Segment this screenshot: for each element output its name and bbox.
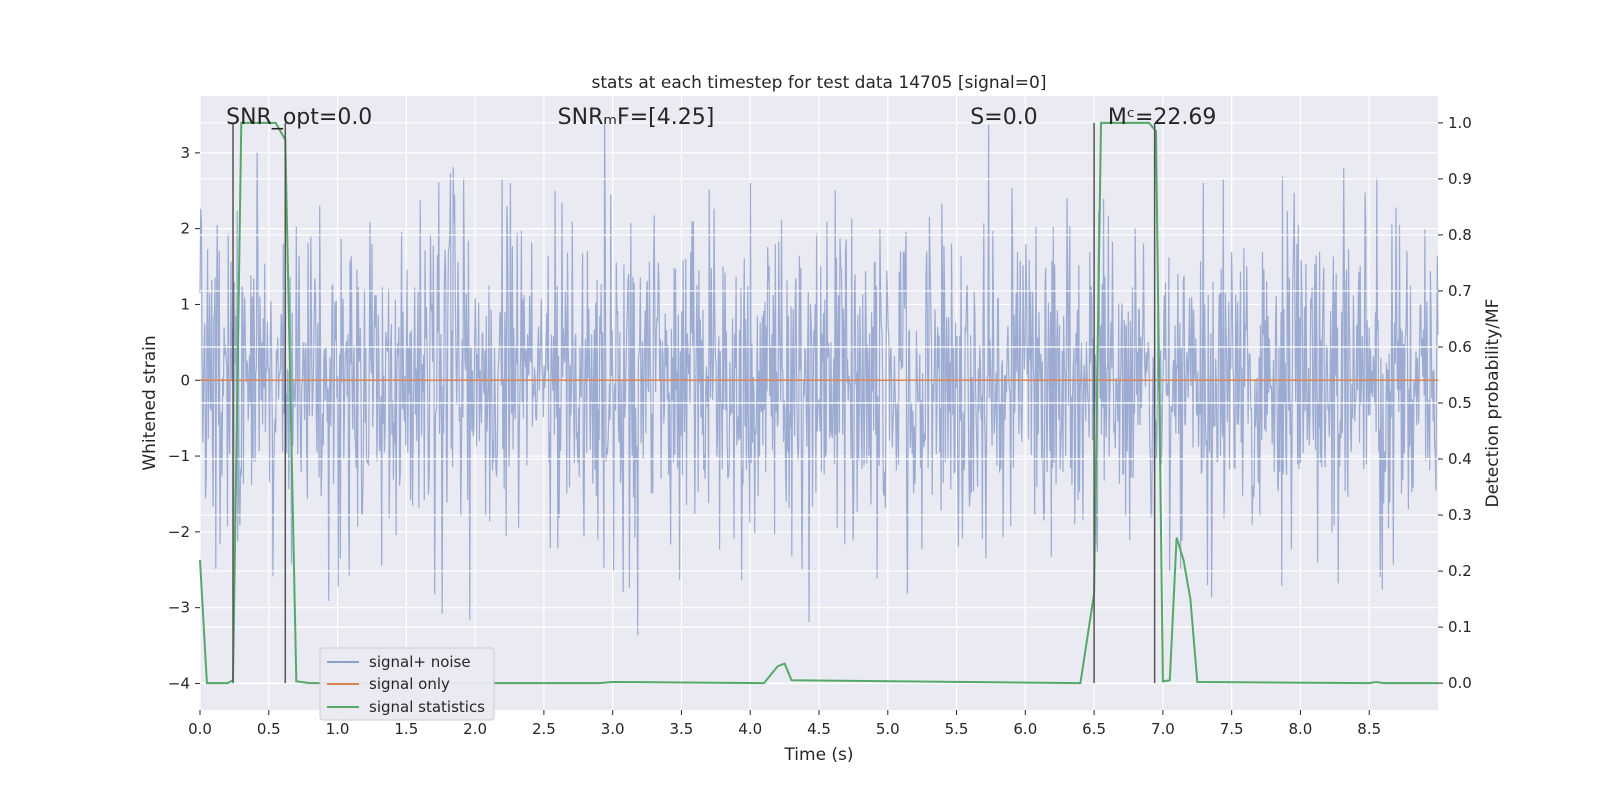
y2-tick-label: 0.7 bbox=[1448, 282, 1472, 300]
legend: signal+ noise signal only signal statist… bbox=[319, 647, 495, 721]
y2-tick-label: 0.4 bbox=[1448, 450, 1472, 468]
y2-tick-label: 0.9 bbox=[1448, 170, 1472, 188]
y-tick-label: −4 bbox=[168, 674, 190, 692]
x-tick-label: 6.5 bbox=[1082, 720, 1106, 738]
x-tick-label: 6.0 bbox=[1013, 720, 1037, 738]
x-tick-label: 7.0 bbox=[1151, 720, 1175, 738]
x-tick-label: 0.0 bbox=[188, 720, 212, 738]
ticks: 0.0 0.5 1.0 1.5 2.0 2.5 3.0 3.5 4.0 4.5 5.0 5.5 6.0 6… bbox=[168, 114, 1472, 738]
legend-label-signal-noise: signal+ noise bbox=[369, 653, 471, 671]
y2-tick-label: 0.5 bbox=[1448, 394, 1472, 412]
y-tick-label: −1 bbox=[168, 447, 190, 465]
y2-tick-label: 0.6 bbox=[1448, 338, 1472, 356]
noise-line bbox=[199, 118, 1439, 636]
x-tick-label: 3.5 bbox=[670, 720, 694, 738]
x-tick-label: 1.0 bbox=[326, 720, 350, 738]
y-tick-label: 0 bbox=[180, 371, 190, 389]
y2-tick-label: 0.8 bbox=[1448, 226, 1472, 244]
chart-title: stats at each timestep for test data 147… bbox=[592, 73, 1047, 93]
y-tick-label: 1 bbox=[180, 295, 190, 313]
annotations: SNR_opt=0.0 SNRₘF=[4.25] S=0.0 Mᶜ=22.69 bbox=[226, 105, 1216, 130]
x-tick-label: 7.5 bbox=[1220, 720, 1244, 738]
x-tick-label: 4.5 bbox=[807, 720, 831, 738]
x-tick-label: 8.0 bbox=[1289, 720, 1313, 738]
annotation-text: SNR_opt=0.0 bbox=[226, 105, 372, 130]
annotation-text: SNRₘF=[4.25] bbox=[558, 105, 715, 130]
series-lines bbox=[199, 121, 1438, 685]
x-axis-label: Time (s) bbox=[783, 745, 853, 765]
legend-label-signal-statistics: signal statistics bbox=[369, 698, 485, 716]
legend-box bbox=[319, 647, 495, 721]
x-tick-label: 3.0 bbox=[601, 720, 625, 738]
y2-tick-label: 0.2 bbox=[1448, 562, 1472, 580]
y-tick-label: 2 bbox=[180, 220, 190, 238]
y2-tick-label: 1.0 bbox=[1448, 114, 1472, 132]
series-signal-noise bbox=[199, 118, 1439, 636]
y-tick-label: 3 bbox=[180, 144, 190, 162]
x-tick-label: 2.5 bbox=[532, 720, 556, 738]
vertical-markers bbox=[232, 122, 1156, 684]
y-tick-label: −2 bbox=[168, 523, 190, 541]
y-axis-label: Whitened strain bbox=[140, 335, 160, 470]
x-tick-label: 5.5 bbox=[945, 720, 969, 738]
x-tick-label: 8.5 bbox=[1357, 720, 1381, 738]
x-tick-label: 5.0 bbox=[876, 720, 900, 738]
y2-tick-label: 0.0 bbox=[1448, 674, 1472, 692]
annotation-text: Mᶜ=22.69 bbox=[1108, 105, 1217, 130]
annotation-text: S=0.0 bbox=[970, 105, 1037, 130]
x-tick-label: 0.5 bbox=[257, 720, 281, 738]
y2-axis-label: Detection probability/MF bbox=[1483, 299, 1503, 508]
legend-label-signal-only: signal only bbox=[369, 675, 450, 693]
y2-tick-label: 0.1 bbox=[1448, 618, 1472, 636]
x-tick-label: 2.0 bbox=[463, 720, 487, 738]
x-tick-label: 4.0 bbox=[738, 720, 762, 738]
y2-tick-label: 0.3 bbox=[1448, 506, 1472, 524]
y-tick-label: −3 bbox=[168, 599, 190, 617]
x-tick-label: 1.5 bbox=[394, 720, 418, 738]
series-line-signal-statistics bbox=[199, 121, 1438, 685]
